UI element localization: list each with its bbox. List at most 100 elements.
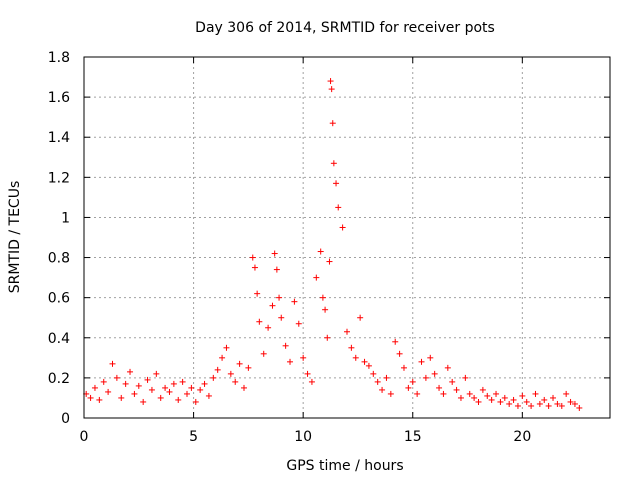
data-point — [471, 394, 478, 401]
data-point — [214, 366, 221, 373]
data-point — [254, 290, 261, 297]
data-point — [558, 402, 565, 409]
data-point — [484, 392, 491, 399]
data-point — [276, 294, 283, 301]
y-tick-label: 0 — [61, 411, 70, 427]
chart-title: Day 306 of 2014, SRMTID for receiver pot… — [195, 20, 495, 36]
data-point — [567, 398, 574, 405]
x-tick-label: 20 — [513, 429, 531, 445]
data-point — [379, 386, 386, 393]
data-point — [571, 400, 578, 407]
data-point — [245, 364, 252, 371]
data-point — [444, 364, 451, 371]
data-point — [265, 324, 272, 331]
data-point — [327, 78, 334, 85]
data-point — [383, 374, 390, 381]
data-point — [374, 378, 381, 385]
data-point — [418, 358, 425, 365]
data-point — [313, 274, 320, 281]
data-point — [497, 398, 504, 405]
data-point — [118, 394, 125, 401]
data-point — [210, 374, 217, 381]
data-point — [387, 390, 394, 397]
x-tick-label: 15 — [404, 429, 422, 445]
data-point — [87, 394, 94, 401]
data-point — [453, 386, 460, 393]
data-point — [249, 254, 256, 261]
data-point — [339, 224, 346, 231]
data-point — [414, 390, 421, 397]
data-point — [109, 360, 116, 367]
y-axis-label: SRMTID / TECUs — [7, 181, 23, 294]
data-point — [269, 302, 276, 309]
data-point — [148, 386, 155, 393]
data-point — [197, 386, 204, 393]
data-point — [330, 160, 337, 167]
data-point — [545, 402, 552, 409]
data-point — [361, 358, 368, 365]
data-point — [457, 394, 464, 401]
data-point — [475, 398, 482, 405]
data-point — [271, 250, 278, 257]
y-tick-label: 0.2 — [48, 371, 70, 387]
data-point — [175, 396, 182, 403]
data-point — [205, 392, 212, 399]
data-point — [348, 344, 355, 351]
data-point — [506, 400, 513, 407]
data-point — [493, 390, 500, 397]
data-point — [514, 402, 521, 409]
axis-ticks — [83, 56, 610, 419]
y-tick-label: 1.2 — [48, 170, 70, 186]
data-point — [282, 342, 289, 349]
data-point — [563, 390, 570, 397]
data-point — [488, 396, 495, 403]
data-point — [440, 390, 447, 397]
data-point — [536, 400, 543, 407]
data-point — [317, 248, 324, 255]
data-point — [427, 354, 434, 361]
data-point — [365, 362, 372, 369]
data-point — [295, 320, 302, 327]
data-point — [532, 390, 539, 397]
grid — [84, 57, 610, 418]
data-point — [528, 402, 535, 409]
x-tick-label: 0 — [80, 429, 89, 445]
data-point — [140, 398, 147, 405]
data-point — [105, 388, 112, 395]
data-point — [219, 354, 226, 361]
data-point — [501, 394, 508, 401]
data-point — [344, 328, 350, 335]
data-point — [162, 384, 169, 391]
data-point — [400, 364, 407, 371]
data-point — [287, 358, 294, 365]
data-point — [304, 370, 311, 377]
x-axis-label: GPS time / hours — [286, 458, 403, 474]
data-point — [236, 360, 243, 367]
data-point — [541, 396, 548, 403]
data-point — [324, 334, 331, 341]
data-point — [131, 390, 138, 397]
data-point — [409, 378, 416, 385]
data-point — [519, 392, 526, 399]
y-tick-label: 1.8 — [48, 50, 70, 66]
data-point — [91, 384, 98, 391]
data-point — [319, 294, 326, 301]
data-points — [83, 78, 583, 411]
y-tick-label: 0.4 — [48, 331, 70, 347]
data-point — [550, 394, 557, 401]
data-point — [422, 374, 429, 381]
plot-frame — [83, 56, 611, 419]
data-point — [352, 354, 359, 361]
data-point — [291, 298, 298, 305]
data-point — [396, 350, 403, 357]
y-tick-label: 1.6 — [48, 90, 70, 106]
data-point — [322, 306, 329, 313]
data-point — [100, 378, 107, 385]
tick-labels: 0 5 10 15 20 0 0.2 0.4 0.6 0.8 1 1.2 1.4 1.6 1.8 — [48, 50, 532, 445]
data-point — [188, 384, 195, 391]
data-point — [554, 400, 561, 407]
x-tick-label: 10 — [294, 429, 312, 445]
data-point — [300, 354, 307, 361]
data-point — [122, 380, 129, 387]
